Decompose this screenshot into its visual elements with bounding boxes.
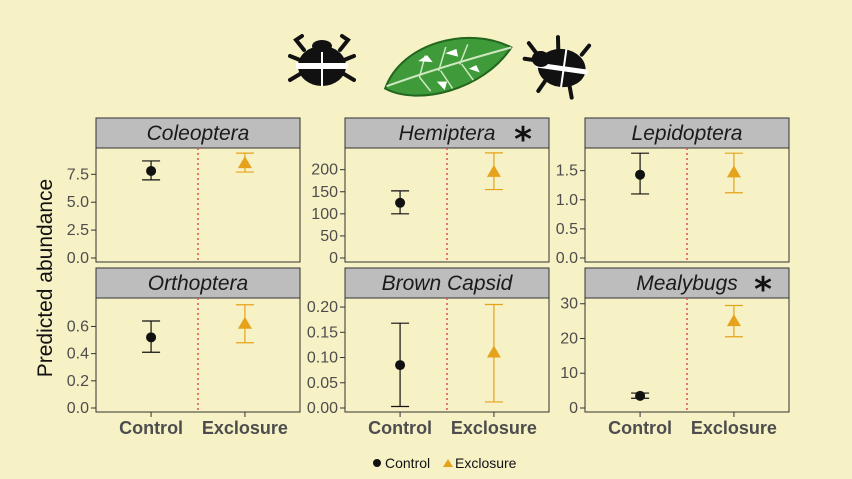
data-point (146, 332, 157, 343)
series-control (631, 152, 650, 195)
y-tick-label: 0.0 (556, 250, 578, 267)
data-point (395, 360, 406, 371)
data-point (726, 165, 741, 178)
facet-title: Coleoptera (147, 122, 250, 145)
y-tick-label: 20 (560, 330, 578, 347)
facet-strip (584, 117, 790, 149)
beetle-icon (522, 35, 592, 100)
y-tick-label: 0.05 (307, 375, 338, 392)
significance-star: * (754, 270, 772, 310)
panel-mealybugs: Mealybugs * 0 10 20 30 Control Exclosure (560, 267, 790, 438)
x-tick-label: Control (368, 418, 432, 438)
y-tick-label: 5.0 (67, 194, 89, 211)
y-axis-label: Predicted abundance (34, 179, 57, 378)
y-tick-label: 0.6 (67, 318, 89, 335)
y-tick-label: 0.0 (67, 400, 89, 417)
facet-title: Brown Capsid (382, 272, 514, 295)
series-exclosure (484, 303, 503, 403)
data-point (635, 390, 646, 401)
data-point (486, 164, 501, 177)
x-tick-label: Exclosure (451, 418, 537, 438)
legend-control-marker (373, 459, 381, 467)
series-control (391, 322, 410, 408)
series-control (142, 160, 161, 181)
y-tick-label: 50 (320, 228, 338, 245)
series-control (142, 320, 161, 353)
series-exclosure (235, 152, 254, 173)
y-tick-label: 0 (569, 400, 578, 417)
y-tick-label: 0.0 (67, 250, 89, 267)
data-point (237, 156, 252, 169)
y-tick-label: 0.5 (556, 221, 578, 238)
beetle-icon (288, 34, 356, 86)
legend-exclosure-label: Exclosure (455, 455, 517, 471)
y-tick-label: 7.5 (67, 166, 89, 183)
legend-control-label: Control (385, 455, 430, 471)
data-point (237, 316, 252, 329)
series-control (631, 390, 650, 401)
y-tick-label: 200 (311, 162, 338, 179)
panel-coleoptera: Coleoptera 0.0 2.5 5.0 7.5 (67, 117, 301, 267)
y-tick-label: 10 (560, 365, 578, 382)
facet-title: Mealybugs (636, 272, 738, 295)
series-exclosure (484, 152, 503, 191)
y-tick-label: 1.5 (556, 163, 578, 180)
facet-strip (344, 267, 550, 299)
panel-brown-capsid: Brown Capsid 0.00 0.05 0.10 0.15 0.20 Control E… (307, 267, 550, 438)
y-tick-label: 0.15 (307, 324, 338, 341)
data-point (726, 314, 741, 327)
series-exclosure (724, 152, 743, 194)
y-tick-label: 0.10 (307, 350, 338, 367)
data-point (395, 197, 406, 208)
y-tick-label: 2.5 (67, 222, 89, 239)
legend: Control Exclosure (373, 455, 517, 471)
panel-lepidoptera: Lepidoptera 0.0 0.5 1.0 1.5 (556, 117, 790, 267)
facet-title: Lepidoptera (632, 122, 743, 145)
leaf-icon (383, 36, 513, 97)
panel-hemiptera: Hemiptera * 0 50 100 150 200 (311, 117, 550, 267)
data-point (146, 165, 157, 176)
series-control (391, 190, 410, 215)
legend-exclosure-marker (443, 459, 453, 467)
series-exclosure (724, 304, 743, 338)
y-tick-label: 1.0 (556, 192, 578, 209)
facet-title: Orthoptera (148, 272, 248, 295)
data-point (486, 345, 501, 358)
y-tick-label: 0.00 (307, 400, 338, 417)
series-exclosure (235, 304, 254, 344)
y-tick-label: 0 (329, 250, 338, 267)
data-point (635, 169, 646, 180)
y-tick-label: 150 (311, 184, 338, 201)
y-tick-label: 0.2 (67, 373, 89, 390)
x-tick-label: Exclosure (202, 418, 288, 438)
facet-title: Hemiptera (399, 122, 496, 145)
x-tick-label: Control (608, 418, 672, 438)
x-tick-label: Exclosure (691, 418, 777, 438)
x-tick-label: Control (119, 418, 183, 438)
y-tick-label: 30 (560, 296, 578, 313)
significance-star: * (514, 120, 532, 160)
y-tick-label: 100 (311, 206, 338, 223)
y-tick-label: 0.20 (307, 299, 338, 316)
facet-strip (584, 267, 790, 299)
facet-strip (95, 267, 301, 299)
y-tick-label: 0.4 (67, 346, 89, 363)
panel-orthoptera: Orthoptera 0.0 0.2 0.4 0.6 Control Exclosure (67, 267, 301, 438)
